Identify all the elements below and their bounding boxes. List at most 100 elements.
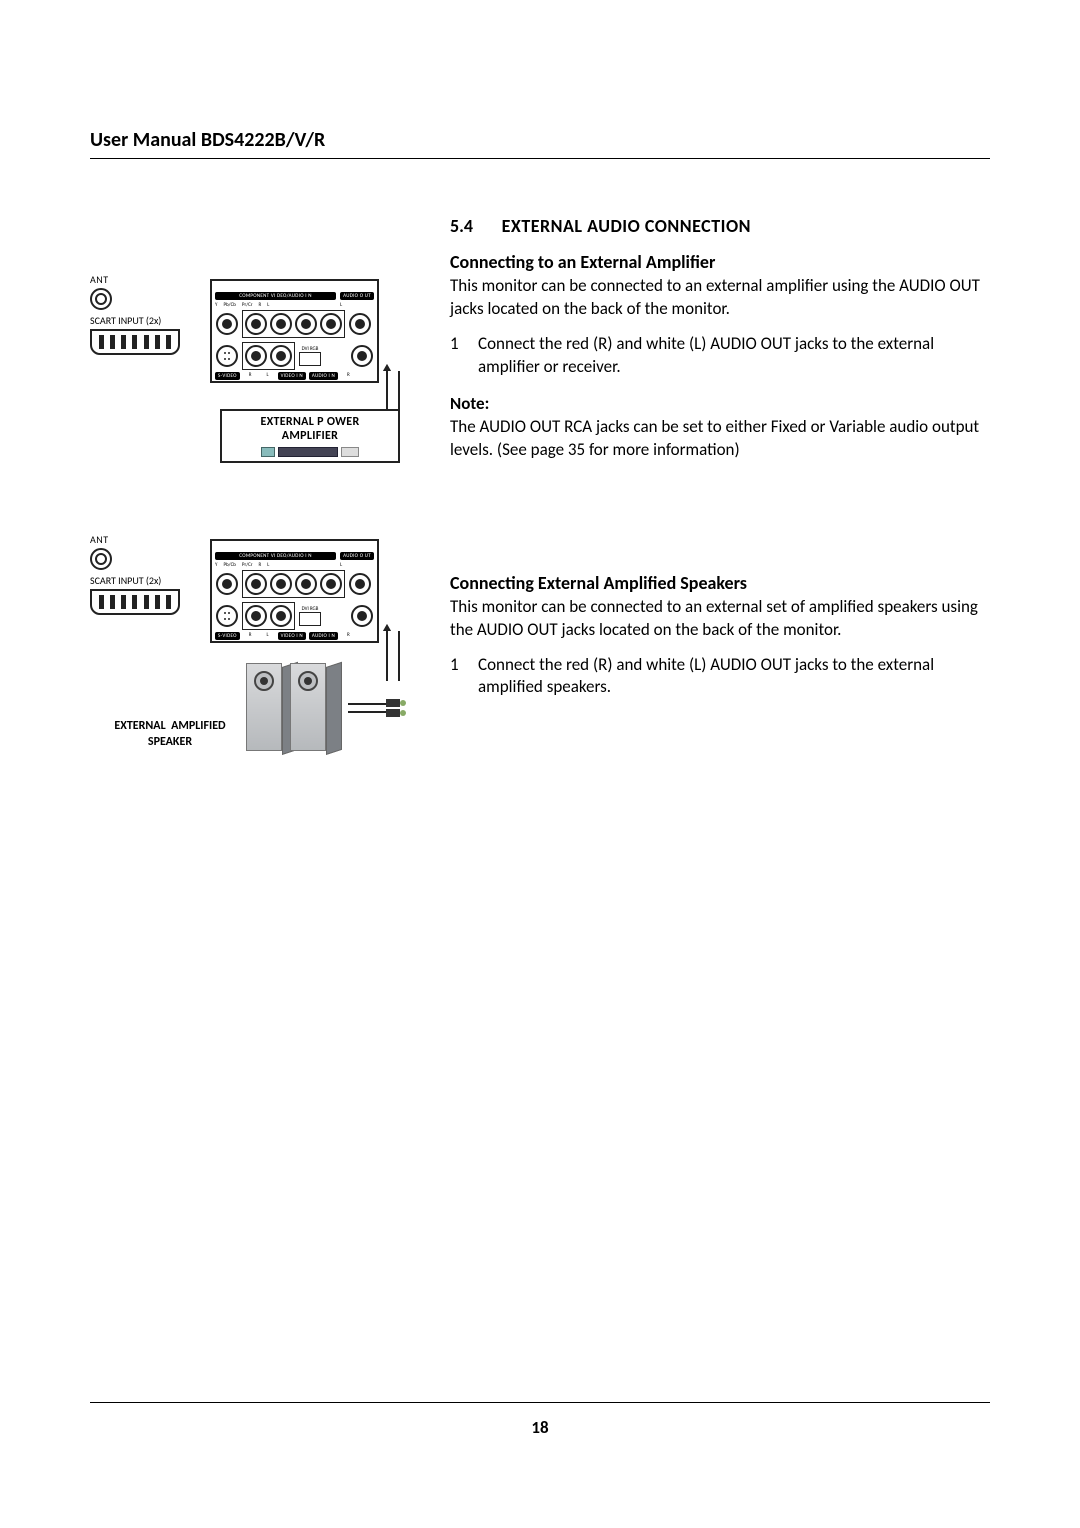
mini-pbcb: Pb/Cb [223,302,235,308]
rca-jack-icon [245,573,267,595]
cable-lines-2 [386,631,400,681]
m2y: Y [215,562,217,568]
m2r: R [259,562,262,568]
rear-panel: COMPONENT VI DEO/AUDIO I N Y Pb/Cb Pr/Cr… [210,279,379,383]
diagram-amplifier: ANT SCART INPUT (2x) COMPONENT VI DEO/AU… [90,273,430,503]
amp-line2: AMPLIFIER [222,429,398,443]
scart-label: SCART INPUT (2x) [90,314,180,327]
sub1-intro: This monitor can be connected to an exte… [450,275,990,321]
rca-jack-icon [216,313,238,335]
rca-jack-icon [245,345,267,367]
antenna-icon [90,548,112,570]
speaker-icon [284,663,348,771]
rca-jack-icon [216,573,238,595]
figures-column: ANT SCART INPUT (2x) COMPONENT VI DEO/AU… [90,215,430,793]
m2pr: Pr/Cr [242,562,253,568]
mini-r3: R [341,372,356,380]
header-audio-out: AUDIO O UT [340,292,374,300]
spk-l1: EXTERNAL [114,719,165,733]
l2r2: R [341,632,356,640]
rca-jack-icon [349,573,371,595]
ant-label: ANT [90,273,180,286]
mini-l2: L [340,302,342,308]
content-columns: ANT SCART INPUT (2x) COMPONENT VI DEO/AU… [90,215,990,793]
sub2-title: Connecting External Amplified Speakers [450,572,990,594]
antenna-icon [90,288,112,310]
l2r: R [243,632,258,640]
mini-l3: L [260,372,274,380]
mini-r2: R [243,372,258,380]
text-column: 5.4 EXTERNAL AUDIO CONNECTION Connecting… [450,215,990,793]
scart-connector-icon [90,589,180,615]
hdr-comp2: COMPONENT VI DEO/AUDIO I N [215,552,336,560]
amplifier-icon [222,447,398,459]
rca-jack-icon [320,313,342,335]
amp-line1: EXTERNAL P [260,415,323,429]
rca-jack-icon [351,345,373,367]
mini-r1: R [259,302,262,308]
page-title: User Manual BDS4222B/V/R [90,128,990,159]
note-title: Note: [450,393,990,414]
hdr-ao2: AUDIO O UT [340,552,374,560]
subsection-speakers: Connecting External Amplified Speakers T… [450,572,990,700]
rca-jack-icon [295,313,317,335]
cable-icon [348,711,386,713]
l2sv: S-VIDEO [215,632,240,640]
rca-jack-icon [245,605,267,627]
rca-jack-icon [270,313,292,335]
sub2-intro: This monitor can be connected to an exte… [450,596,990,642]
sub1-step-text: Connect the red (R) and white (L) AUDIO … [478,333,990,379]
sub2-step: 1 Connect the red (R) and white (L) AUDI… [450,654,990,700]
m2pb: Pb/Cb [223,562,235,568]
rca-jack-icon [295,573,317,595]
scart-label-2: SCART INPUT (2x) [90,574,180,587]
ant-label-2: ANT [90,533,180,546]
rca-jack-icon [320,573,342,595]
cable-icon [348,703,386,705]
page-number: 18 [531,1417,548,1438]
plug-icon [386,699,400,707]
rca-jack-icon [270,573,292,595]
l2ai: AUDIO I N [309,632,338,640]
subsection-amplifier: Connecting to an External Amplifier This… [450,251,990,462]
diagram-speakers: ANT SCART INPUT (2x) COMPONENT VI DEO/AU… [90,533,430,793]
cable-lines [386,371,400,409]
sub1-step-num: 1 [450,333,478,379]
spk-l1b: AMPLIFIED [171,719,226,733]
plug-icon [386,709,400,717]
section-heading: 5.4 EXTERNAL AUDIO CONNECTION [450,215,990,237]
mini-y: Y [215,302,217,308]
rca-jack-icon [351,605,373,627]
l2l: L [260,632,274,640]
sub2-step-text: Connect the red (R) and white (L) AUDIO … [478,654,990,700]
lbl-video-in: VIDEO I N [278,372,306,380]
note-text: The AUDIO OUT RCA jacks can be set to ei… [450,416,990,462]
rca-jack-icon [270,605,292,627]
lbl-svideo: S-VIDEO [215,372,240,380]
m2l: L [267,562,269,568]
lbl-audio-in: AUDIO I N [309,372,338,380]
section-title: EXTERNAL AUDIO CONNECTION [502,215,751,237]
page-footer: 18 [90,1402,990,1438]
svideo-icon [216,605,238,627]
m2l2: L [340,562,342,568]
spk-l2: SPEAKER [148,735,192,749]
sub1-title: Connecting to an External Amplifier [450,251,990,273]
header-component: COMPONENT VI DEO/AUDIO I N [215,292,336,300]
l2vi: VIDEO I N [278,632,306,640]
rca-jack-icon [270,345,292,367]
speaker-pair [240,663,348,771]
speaker-label: EXTERNAL AMPLIFIED SPEAKER [90,719,250,750]
amp-line1b: OWER [327,415,360,429]
sub2-step-num: 1 [450,654,478,700]
mini-prcr: Pr/Cr [242,302,253,308]
rear-panel-2: COMPONENT VI DEO/AUDIO I N Y Pb/Cb Pr/Cr… [210,539,379,643]
section-number: 5.4 [450,215,498,237]
external-amplifier-box: EXTERNAL P OWER AMPLIFIER [220,409,400,463]
sub1-step: 1 Connect the red (R) and white (L) AUDI… [450,333,990,379]
mini-l1: L [267,302,269,308]
rca-jack-icon [245,313,267,335]
rca-jack-icon [349,313,371,335]
svideo-icon [216,345,238,367]
scart-connector-icon [90,329,180,355]
